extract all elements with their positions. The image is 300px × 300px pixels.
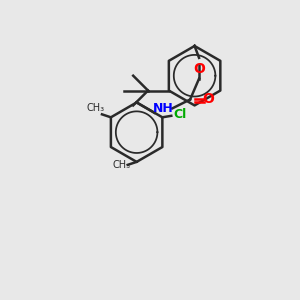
Text: O: O — [202, 92, 214, 106]
Text: CH₃: CH₃ — [113, 160, 131, 170]
Text: O: O — [193, 62, 205, 76]
Text: CH₃: CH₃ — [87, 103, 105, 113]
Text: Cl: Cl — [174, 108, 187, 121]
Text: NH: NH — [153, 102, 174, 115]
